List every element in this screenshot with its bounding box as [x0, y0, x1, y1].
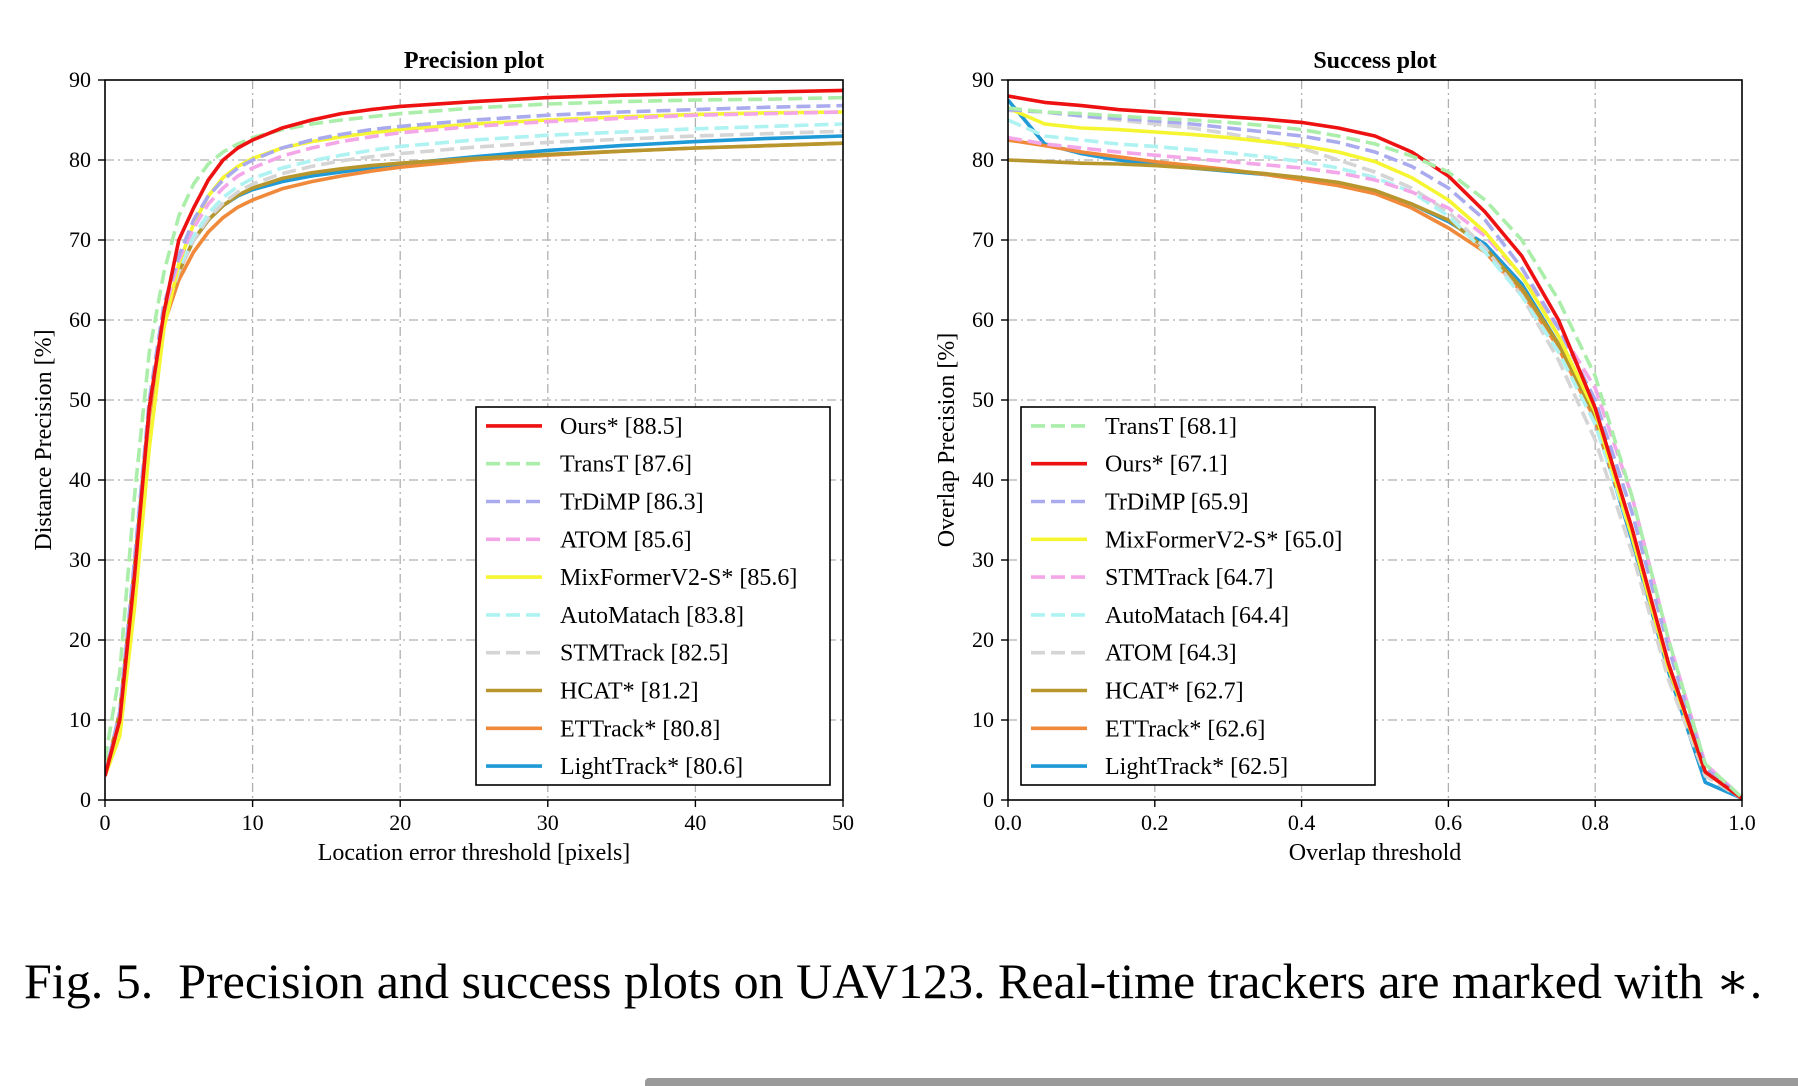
legend-label-4: STMTrack [64.7]	[1105, 565, 1273, 591]
series-line-3	[105, 110, 843, 777]
y-tick-label: 10	[972, 707, 994, 732]
figure-caption: Fig. 5. Precision and success plots on U…	[24, 950, 1774, 1012]
y-tick-label: 30	[972, 547, 994, 572]
caption-label: Fig. 5.	[24, 953, 154, 1009]
x-tick-label: 1.0	[1728, 810, 1756, 835]
legend-box	[475, 406, 831, 786]
chart-title: Precision plot	[404, 48, 544, 74]
series-line-6	[1008, 108, 1742, 800]
legend-label-1: Ours* [67.1]	[1105, 452, 1228, 478]
x-tick-label: 10	[242, 810, 264, 835]
caption-text: Precision and success plots on UAV123. R…	[178, 953, 1763, 1009]
figure: 0 10 20 30 40 50 0 10 20 30 40 50 60 70 80 90 Precision …	[31, 48, 1756, 866]
legend-label-9: LightTrack* [62.5]	[1105, 754, 1288, 780]
precision-plot: 0 10 20 30 40 50 0 10 20 30 40 50 60 70 80 90 Precision …	[31, 48, 854, 866]
y-axis-label: Overlap Precision [%]	[934, 333, 960, 548]
series-line-0	[1008, 106, 1742, 799]
legend-label-8: ETTrack* [80.8]	[560, 716, 720, 742]
legend-label-7: HCAT* [81.2]	[560, 679, 699, 705]
y-axis-label: Distance Precision [%]	[31, 329, 57, 550]
x-tick-label: 40	[684, 810, 706, 835]
legend-label-0: TransT [68.1]	[1105, 414, 1237, 440]
legend-label-6: STMTrack [82.5]	[560, 641, 728, 667]
legend-label-1: TransT [87.6]	[560, 452, 692, 478]
y-tick-label: 80	[972, 147, 994, 172]
y-tick-label: 50	[972, 387, 994, 412]
y-tick-label: 70	[69, 227, 91, 252]
x-tick-label: 0.0	[994, 810, 1022, 835]
legend: Ours* [88.5] TransT [87.6] TrDiMP [86.3] AT…	[475, 406, 831, 786]
series-line-5	[105, 122, 843, 777]
x-tick-label: 0.4	[1288, 810, 1316, 835]
series-lines	[1008, 94, 1742, 800]
legend-label-6: ATOM [64.3]	[1105, 641, 1237, 667]
y-tick-label: 30	[69, 547, 91, 572]
x-tick-label: 30	[537, 810, 559, 835]
x-tick-label: 20	[389, 810, 411, 835]
success-plot: 0.0 0.2 0.4 0.6 0.8 1.0 0 10 20 30 40 50 60 70 80 90 Suc…	[934, 48, 1756, 866]
y-tick-label: 0	[80, 787, 91, 812]
legend-label-3: ATOM [85.6]	[560, 527, 692, 553]
axes-frame	[1007, 79, 1743, 801]
y-tick-label: 50	[69, 387, 91, 412]
x-tick-label: 0.2	[1141, 810, 1169, 835]
y-tick-label: 90	[69, 67, 91, 92]
series-line-0	[105, 88, 843, 777]
y-tick-label: 20	[972, 627, 994, 652]
legend-label-0: Ours* [88.5]	[560, 414, 683, 440]
legend-label-5: AutoMatach [83.8]	[560, 603, 744, 629]
y-tick-label: 80	[69, 147, 91, 172]
series-line-1	[105, 95, 843, 761]
horizontal-scrollbar[interactable]	[645, 1078, 1798, 1086]
legend-label-3: MixFormerV2-S* [65.0]	[1105, 527, 1342, 553]
x-axis-label: Location error threshold [pixels]	[318, 840, 631, 866]
y-tick-label: 40	[972, 467, 994, 492]
legend: TransT [68.1] Ours* [67.1] TrDiMP [65.9] Mi…	[1020, 406, 1376, 786]
y-tick-label: 60	[972, 307, 994, 332]
x-tick-label: 0.8	[1581, 810, 1609, 835]
y-tick-label: 40	[69, 467, 91, 492]
legend-label-4: MixFormerV2-S* [85.6]	[560, 565, 797, 591]
axes-frame	[104, 79, 844, 801]
y-tick-label: 10	[69, 707, 91, 732]
y-tick-label: 20	[69, 627, 91, 652]
series-lines	[105, 88, 843, 777]
x-tick-label: 0.6	[1435, 810, 1463, 835]
legend-label-5: AutoMatach [64.4]	[1105, 603, 1289, 629]
y-tick-label: 90	[972, 67, 994, 92]
series-line-1	[1008, 94, 1742, 800]
legend-label-8: ETTrack* [62.6]	[1105, 716, 1265, 742]
series-line-4	[1008, 135, 1742, 799]
x-tick-label: 0	[100, 810, 111, 835]
chart-title: Success plot	[1313, 48, 1436, 74]
y-tick-label: 0	[983, 787, 994, 812]
y-tick-label: 70	[972, 227, 994, 252]
series-line-3	[1008, 106, 1742, 800]
series-line-6	[105, 129, 843, 777]
legend-box	[1020, 406, 1376, 786]
series-line-2	[1008, 107, 1742, 800]
legend-label-9: LightTrack* [80.6]	[560, 754, 743, 780]
legend-label-2: TrDiMP [86.3]	[560, 490, 704, 516]
legend-label-2: TrDiMP [65.9]	[1105, 490, 1249, 516]
x-tick-label: 50	[832, 810, 854, 835]
legend-label-7: HCAT* [62.7]	[1105, 679, 1244, 705]
y-tick-label: 60	[69, 307, 91, 332]
x-axis-label: Overlap threshold	[1289, 840, 1462, 866]
